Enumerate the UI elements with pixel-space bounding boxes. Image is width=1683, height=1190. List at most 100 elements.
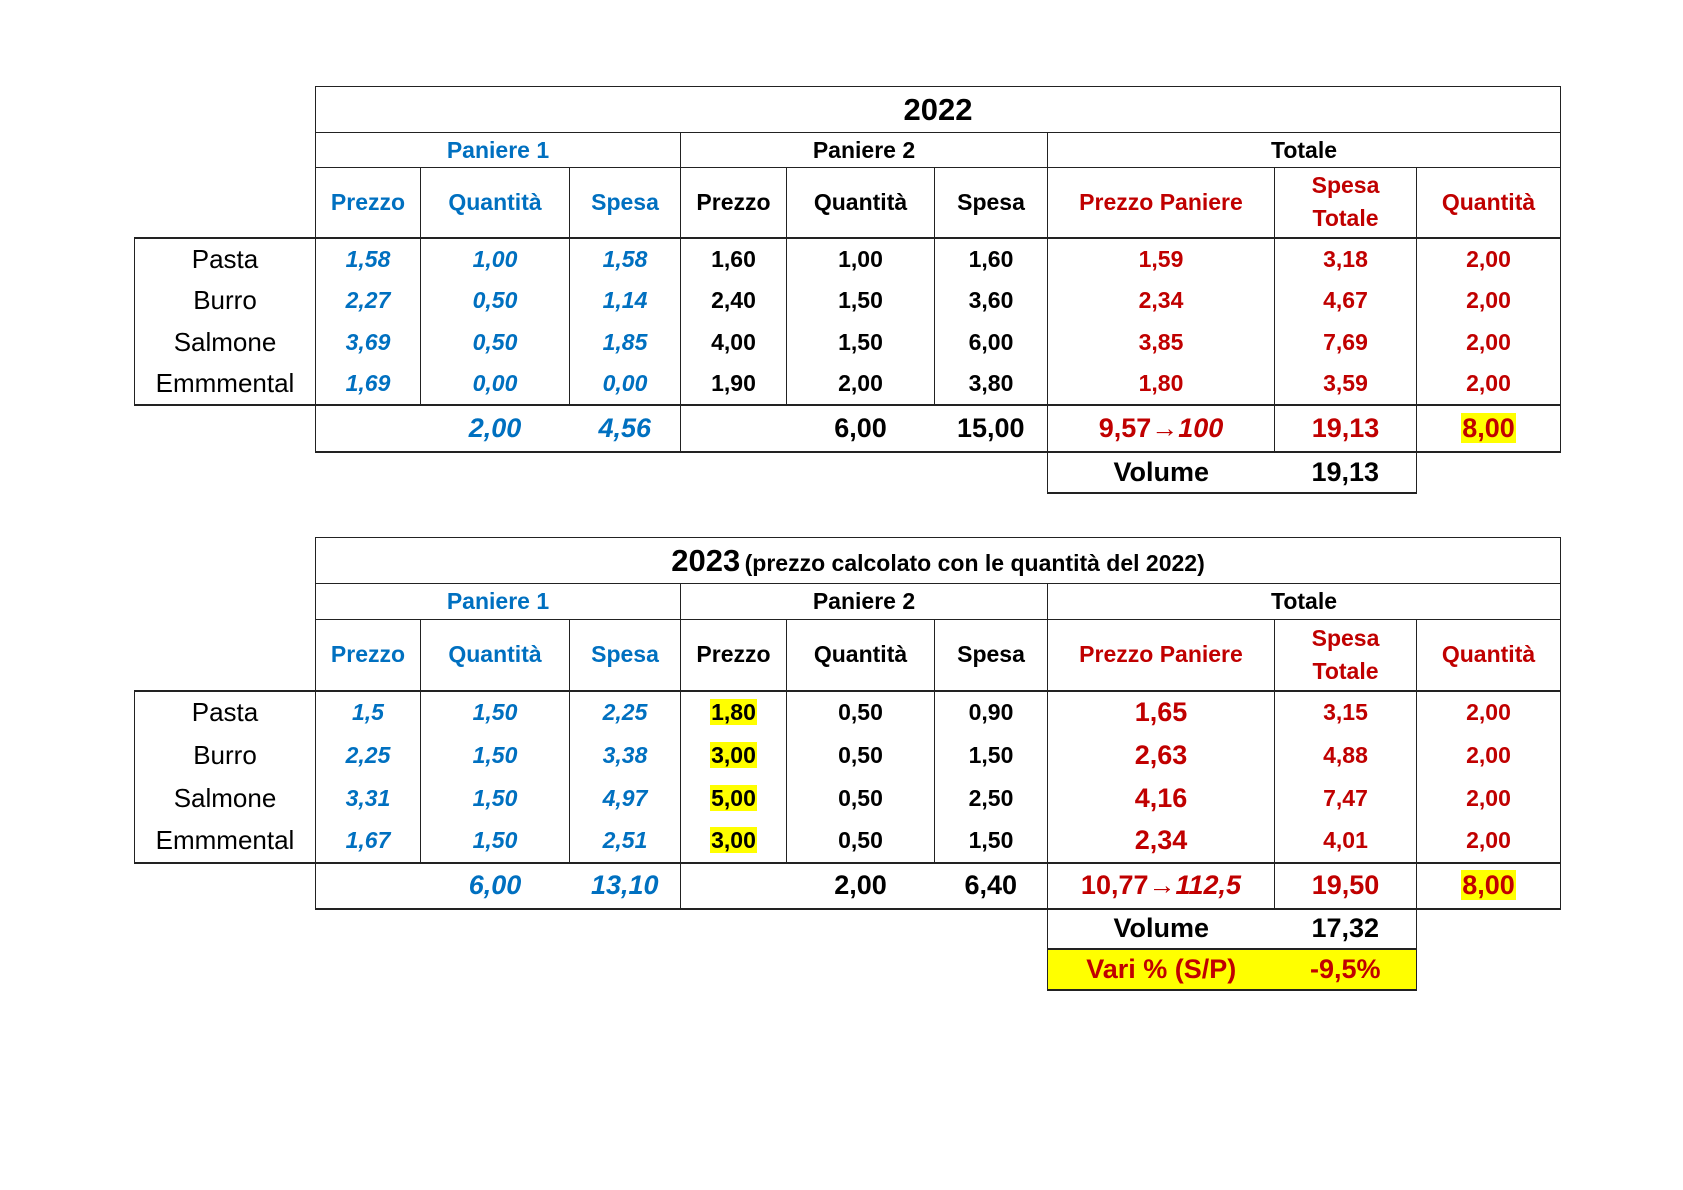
data-cell: 1,50 xyxy=(934,819,1048,864)
data-cell: 2,25 xyxy=(315,733,421,777)
table-title: 2023 (prezzo calcolato con le quantità d… xyxy=(315,537,1561,584)
data-cell: 4,97 xyxy=(569,776,681,820)
data-cell: 1,80 xyxy=(680,689,787,734)
data-cell: 4,00 xyxy=(680,321,787,364)
row-label: Emmmental xyxy=(134,363,316,406)
table-row: Emmmental 1,67 1,50 2,51 3,00 0,50 1,50 2,34 4,0… xyxy=(134,819,1561,864)
column-header: Prezzo Paniere xyxy=(1047,167,1275,238)
totals-row: 6,00 13,10 2,00 6,40 10,77→112,5 19,50 8,00 xyxy=(135,861,1561,910)
cell-value: 1,59 xyxy=(1138,245,1184,272)
cell-value: 1,00 xyxy=(838,245,883,272)
cell-value: 1,60 xyxy=(968,245,1014,272)
arrow-right-icon: → xyxy=(1151,412,1179,443)
data-cell: 3,31 xyxy=(315,776,421,820)
cell-value: 2,00 xyxy=(1466,784,1511,811)
data-cell: 1,00 xyxy=(420,236,570,280)
cell-value: 1,69 xyxy=(345,370,391,396)
row-label: Salmone xyxy=(134,321,316,364)
cell-value: 1,14 xyxy=(602,287,648,313)
basket-price: 10,77 xyxy=(1080,870,1149,900)
column-header: Quantità xyxy=(420,167,570,238)
cell-value: 3,85 xyxy=(1138,329,1184,355)
column-header: Quantità xyxy=(1416,167,1561,238)
table-row: Burro 2,25 1,50 3,38 3,00 0,50 1,50 2,63 4,88 2,0… xyxy=(134,733,1561,777)
cell-value: 0,50 xyxy=(472,329,518,355)
total-value: 13,10 xyxy=(590,870,659,900)
data-cell: 1,90 xyxy=(680,363,787,406)
total-cell xyxy=(315,403,421,453)
cell-value: 3,60 xyxy=(968,287,1014,313)
data-cell: 6,00 xyxy=(934,321,1048,364)
group-header-totale: Totale xyxy=(1047,132,1561,168)
column-header: Spesa xyxy=(569,167,681,238)
row-label: Pasta xyxy=(134,236,316,280)
cell-value: 1,85 xyxy=(602,329,648,355)
volume-value: 17,32 xyxy=(1274,908,1417,950)
total-cell: 6,40 xyxy=(934,861,1048,910)
table-row: Emmmental 1,69 0,00 0,00 1,90 2,00 3,80 1,80 3,5… xyxy=(134,363,1561,406)
data-cell: 2,00 xyxy=(1416,363,1561,406)
row-label: Emmmental xyxy=(134,819,316,864)
group-header-paniere-1: Paniere 1 xyxy=(315,132,681,168)
cell-value: 4,97 xyxy=(602,784,648,811)
data-cell: 0,90 xyxy=(934,689,1048,734)
cell-value: 7,69 xyxy=(1323,329,1368,355)
index-value: 100 xyxy=(1178,412,1224,443)
data-cell: 4,67 xyxy=(1274,279,1417,322)
total-cell: 6,00 xyxy=(786,403,935,453)
basket-price-index: 9,57→100 xyxy=(1047,403,1275,453)
cell-value: 2,00 xyxy=(1466,699,1511,725)
data-cell: 1,65 xyxy=(1047,689,1275,734)
total-cell: 8,00 xyxy=(1416,861,1561,910)
data-cell: 3,00 xyxy=(680,733,787,777)
cell-value: 1,67 xyxy=(345,827,391,853)
cell-value: 2,63 xyxy=(1134,739,1188,770)
total-value: 19,50 xyxy=(1311,870,1380,900)
data-cell: 2,63 xyxy=(1047,733,1275,777)
cell-value: 4,01 xyxy=(1323,827,1368,853)
data-cell: 0,50 xyxy=(420,321,570,364)
data-cell: 4,16 xyxy=(1047,776,1275,820)
data-cell: 2,00 xyxy=(1416,819,1561,864)
data-cell: 1,85 xyxy=(569,321,681,364)
cell-value: 2,40 xyxy=(711,287,756,313)
total-cell: 19,13 xyxy=(1274,403,1417,453)
cell-value: 3,18 xyxy=(1323,245,1368,272)
cell-value: 2,25 xyxy=(602,699,648,725)
total-cell: 15,00 xyxy=(934,403,1048,453)
total-value: 6,40 xyxy=(964,870,1018,900)
cell-value: 0,50 xyxy=(838,699,883,725)
data-cell: 1,50 xyxy=(420,776,570,820)
data-cell: 1,67 xyxy=(315,819,421,864)
data-cell: 7,69 xyxy=(1274,321,1417,364)
cell-value: 1,58 xyxy=(345,245,391,272)
data-cell: 2,00 xyxy=(1416,733,1561,777)
data-cell: 1,50 xyxy=(934,733,1048,777)
cell-value: 3,59 xyxy=(1323,370,1368,396)
cell-value: 2,00 xyxy=(1466,245,1511,272)
cell-value: 1,60 xyxy=(711,245,756,272)
data-cell: 0,00 xyxy=(420,363,570,406)
table-2022: 2022 Paniere 1 Paniere 2 Totale Prezzo Quant… xyxy=(134,86,1561,494)
data-cell: 1,80 xyxy=(1047,363,1275,406)
data-cell: 2,34 xyxy=(1047,279,1275,322)
cell-value: 1,58 xyxy=(602,245,648,272)
cell-value: 3,00 xyxy=(710,741,757,768)
data-cell: 2,50 xyxy=(934,776,1048,820)
cell-value: 1,80 xyxy=(1138,370,1184,396)
cell-value: 0,50 xyxy=(838,741,883,768)
data-cell: 4,01 xyxy=(1274,819,1417,864)
data-cell: 3,59 xyxy=(1274,363,1417,406)
subtitle: (prezzo calcolato con le quantità del 20… xyxy=(744,549,1205,576)
cell-value: 1,5 xyxy=(352,699,384,725)
cell-value: 1,80 xyxy=(710,699,757,725)
data-cell: 1,00 xyxy=(786,236,935,280)
row-label: Salmone xyxy=(134,776,316,820)
total-cell: 8,00 xyxy=(1416,403,1561,453)
basket-price: 9,57 xyxy=(1098,412,1152,443)
total-cell: 19,50 xyxy=(1274,861,1417,910)
table-row: Salmone 3,69 0,50 1,85 4,00 1,50 6,00 3,85 7,69 2… xyxy=(134,321,1561,364)
column-header: Prezzo Paniere xyxy=(1047,619,1275,691)
arrow-right-icon: → xyxy=(1148,870,1176,900)
data-cell: 0,00 xyxy=(569,363,681,406)
